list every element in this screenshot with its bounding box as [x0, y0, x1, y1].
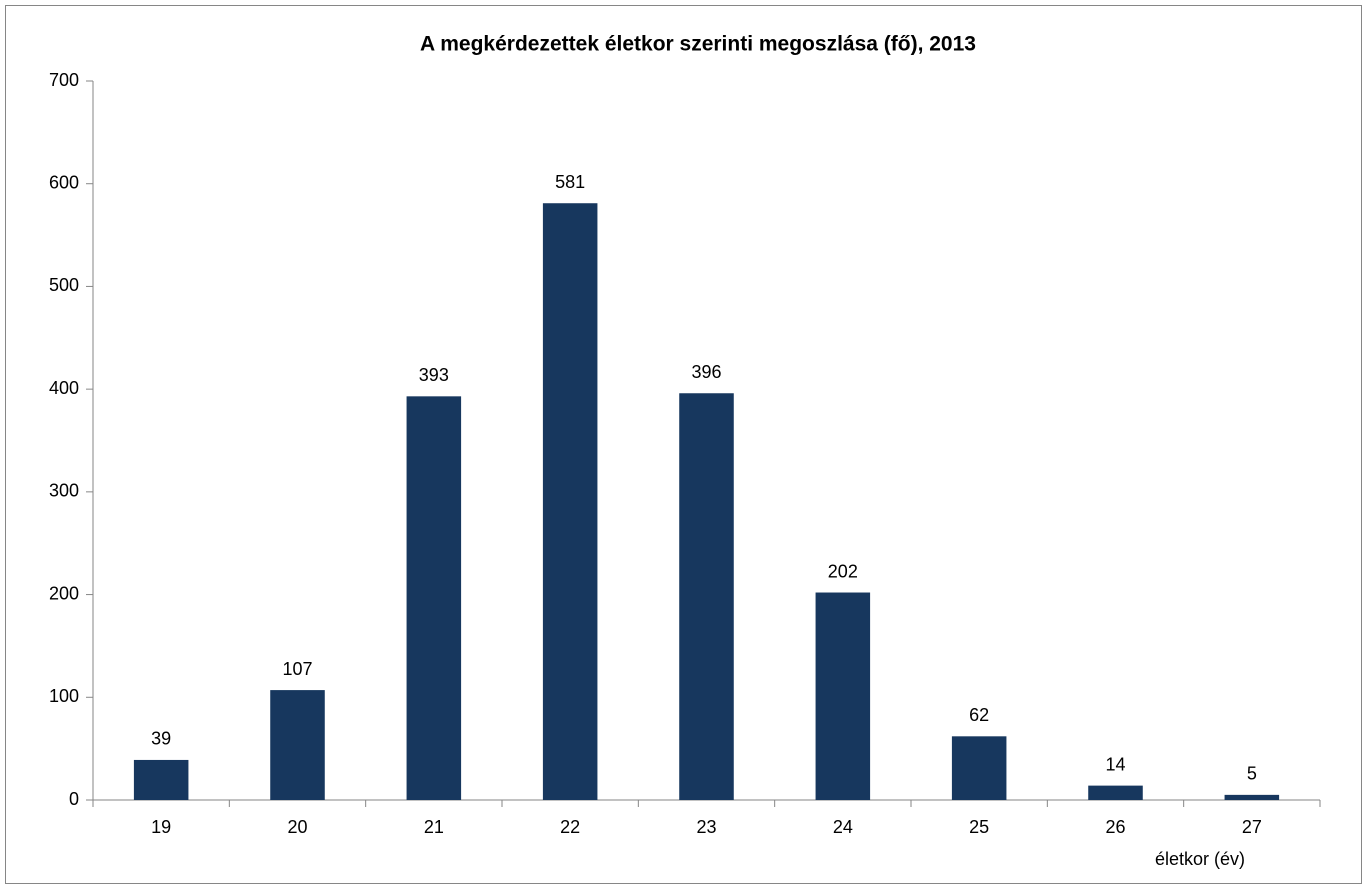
y-tick-label: 100 — [49, 686, 79, 706]
bar — [815, 592, 871, 800]
bar — [542, 203, 598, 801]
data-label: 39 — [151, 729, 171, 749]
bar — [1224, 794, 1280, 800]
bar — [951, 736, 1007, 800]
data-label: 14 — [1105, 754, 1125, 774]
y-tick-label: 600 — [49, 172, 79, 192]
y-tick-label: 500 — [49, 275, 79, 295]
bar — [133, 759, 189, 800]
x-tick-label: 19 — [151, 817, 171, 837]
bar — [1088, 785, 1143, 800]
y-tick-label: 200 — [49, 583, 79, 603]
y-tick-label: 700 — [49, 70, 79, 90]
chart-title: A megkérdezettek életkor szerinti megosz… — [420, 33, 976, 56]
bar — [679, 393, 734, 800]
x-tick-label: 25 — [969, 817, 989, 837]
y-tick-label: 400 — [49, 378, 79, 398]
data-label: 202 — [828, 561, 858, 581]
x-tick-label: 22 — [560, 817, 580, 837]
data-label: 581 — [555, 172, 585, 192]
x-tick-label: 24 — [833, 817, 853, 837]
x-tick-label: 20 — [287, 817, 307, 837]
data-label: 396 — [691, 362, 721, 382]
y-tick-label: 0 — [69, 789, 79, 809]
x-tick-label: 27 — [1242, 817, 1262, 837]
data-label: 107 — [282, 659, 312, 679]
data-label: 5 — [1247, 764, 1257, 784]
x-tick-label: 21 — [424, 817, 444, 837]
y-tick-label: 300 — [49, 481, 79, 501]
data-label: 62 — [969, 705, 989, 725]
data-label: 393 — [419, 365, 449, 385]
bar — [406, 396, 462, 800]
x-axis-label: életkor (év) — [1155, 849, 1245, 869]
x-tick-label: 26 — [1105, 817, 1125, 837]
x-tick-label: 23 — [696, 817, 716, 837]
bar — [270, 690, 325, 800]
